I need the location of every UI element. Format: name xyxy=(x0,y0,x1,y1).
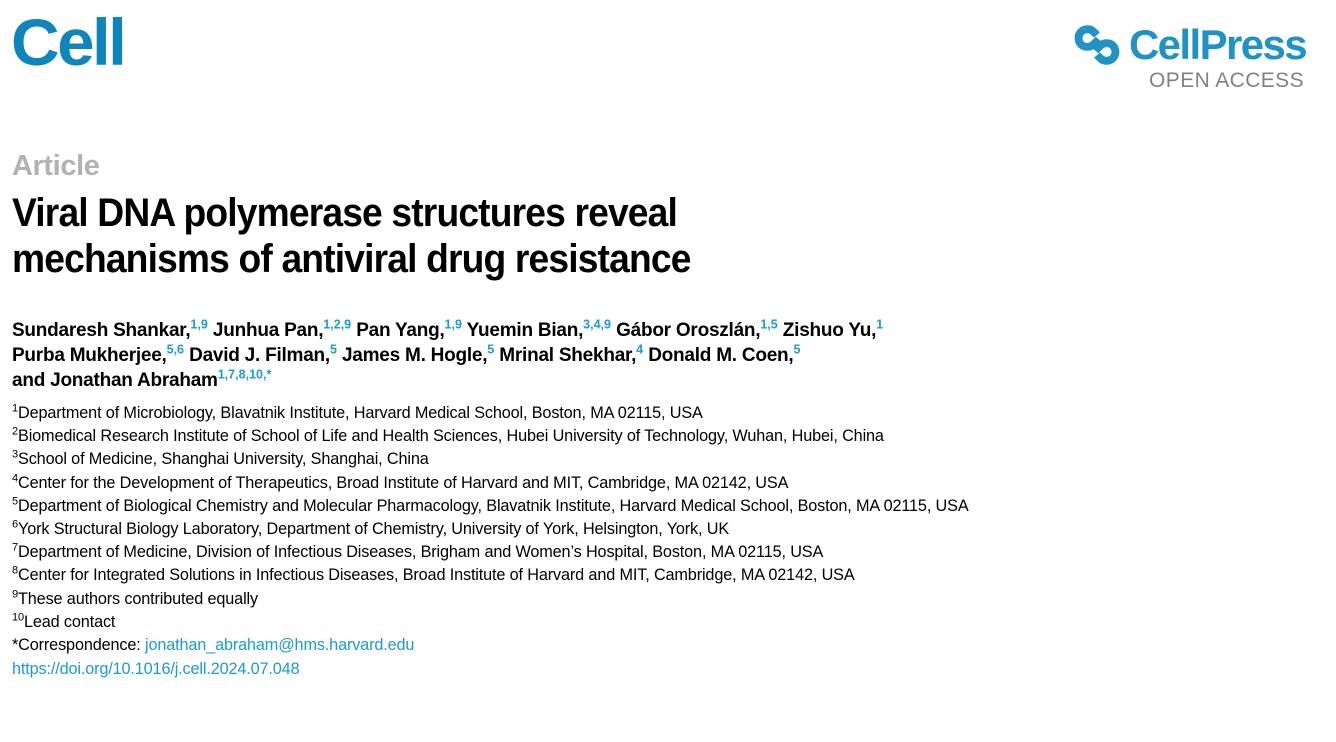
author-name[interactable]: Gábor Oroszlán, xyxy=(611,319,761,341)
affiliation-line: 7Department of Medicine, Division of Inf… xyxy=(12,541,1293,564)
publisher-logo-block[interactable]: CellPress OPEN ACCESS xyxy=(1074,21,1308,93)
author-name[interactable]: Pan Yang, xyxy=(351,319,445,341)
affiliation-text: York Structural Biology Laboratory, Depa… xyxy=(18,520,730,539)
affiliation-line: 8Center for Integrated Solutions in Infe… xyxy=(12,564,1293,587)
affiliation-text: Department of Medicine, Division of Infe… xyxy=(18,543,824,562)
affiliation-text: Center for the Development of Therapeuti… xyxy=(18,473,789,492)
author-name[interactable]: Yuemin Bian, xyxy=(461,319,584,341)
affiliation-marker: 1 xyxy=(12,402,19,415)
affiliation-line: 10Lead contact xyxy=(12,611,1293,634)
author-name[interactable]: James M. Hogle, xyxy=(336,344,488,366)
author-line: Purba Mukherjee,5,6 David J. Filman,5 Ja… xyxy=(12,343,1280,368)
page-title: Viral DNA polymerase structures reveal m… xyxy=(12,191,691,281)
author-name[interactable]: Junhua Pan, xyxy=(207,319,324,341)
affiliation-line: 9These authors contributed equally xyxy=(12,588,1293,611)
open-access-badge: OPEN ACCESS xyxy=(1149,69,1304,92)
author-line: and Jonathan Abraham1,7,8,10,* xyxy=(12,368,1280,393)
affiliation-marker: 9 xyxy=(12,588,19,601)
author-name[interactable]: David J. Filman, xyxy=(184,344,330,366)
author-name[interactable]: Donald M. Coen, xyxy=(643,344,794,366)
author-affiliation-marker[interactable]: 4 xyxy=(636,341,644,357)
affiliation-text: Lead contact xyxy=(24,612,116,631)
publisher-logo-wordmark: CellPress xyxy=(1128,21,1308,68)
author-affiliation-marker[interactable]: 5 xyxy=(329,341,337,357)
author-affiliation-marker[interactable]: 1,7,8,10,* xyxy=(217,366,272,382)
author-affiliation-marker[interactable]: 5 xyxy=(793,341,801,357)
author-affiliation-marker[interactable]: 3,4,9 xyxy=(583,316,612,332)
affiliation-text: Biomedical Research Institute of School … xyxy=(18,427,884,446)
correspondence-email-link[interactable]: jonathan_abraham@hms.harvard.edu xyxy=(145,636,415,655)
correspondence-label: *Correspondence: xyxy=(12,636,146,655)
affiliation-text: These authors contributed equally xyxy=(18,589,258,608)
author-name[interactable]: Mrinal Shekhar, xyxy=(494,344,637,366)
author-name[interactable]: Purba Mukherjee, xyxy=(12,344,167,366)
author-name[interactable]: Sundaresh Shankar, xyxy=(12,319,191,341)
author-name[interactable]: Zishuo Yu, xyxy=(777,319,877,341)
affiliation-line: 3School of Medicine, Shanghai University… xyxy=(12,448,1293,471)
author-affiliation-marker[interactable]: 1,2,9 xyxy=(323,316,352,332)
author-line: Sundaresh Shankar,1,9 Junhua Pan,1,2,9 P… xyxy=(12,318,1280,343)
affiliation-list: 1Department of Microbiology, Blavatnik I… xyxy=(12,402,1293,681)
affiliation-marker: 2 xyxy=(12,425,19,438)
affiliation-line: 6York Structural Biology Laboratory, Dep… xyxy=(12,518,1293,541)
affiliation-marker: 8 xyxy=(12,564,19,577)
affiliation-text: Department of Biological Chemistry and M… xyxy=(18,496,969,515)
doi-link[interactable]: https://doi.org/10.1016/j.cell.2024.07.0… xyxy=(12,660,300,679)
cellpress-logo-row: CellPress xyxy=(1074,21,1308,68)
affiliation-marker: 7 xyxy=(12,541,19,554)
affiliation-line: 2Biomedical Research Institute of School… xyxy=(12,425,1293,448)
author-affiliation-marker[interactable]: 5 xyxy=(487,341,495,357)
affiliation-marker: 3 xyxy=(12,448,19,461)
cellpress-loop-icon xyxy=(1074,25,1120,65)
journal-logo-cell[interactable]: Cell xyxy=(11,5,127,79)
masthead: Cell CellPress OPEN ACCESS xyxy=(0,0,1336,112)
affiliation-text: School of Medicine, Shanghai University,… xyxy=(18,450,429,469)
affiliation-line: 4Center for the Development of Therapeut… xyxy=(12,472,1293,495)
author-name[interactable]: and Jonathan Abraham xyxy=(12,369,218,391)
affiliation-marker: 4 xyxy=(12,472,19,485)
correspondence-line: *Correspondence: jonathan_abraham@hms.ha… xyxy=(12,634,1293,657)
article-type-label: Article xyxy=(12,150,100,182)
affiliation-text: Department of Microbiology, Blavatnik In… xyxy=(18,404,703,422)
affiliation-marker: 6 xyxy=(12,518,19,531)
affiliation-text: Center for Integrated Solutions in Infec… xyxy=(18,566,855,585)
author-affiliation-marker[interactable]: 1,9 xyxy=(444,316,462,332)
author-affiliation-marker[interactable]: 1,9 xyxy=(190,316,208,332)
affiliation-marker: 10 xyxy=(12,611,25,624)
author-affiliation-marker[interactable]: 1,5 xyxy=(760,316,778,332)
article-header: Article Viral DNA polymerase structures … xyxy=(12,150,1312,681)
affiliation-line: 1Department of Microbiology, Blavatnik I… xyxy=(12,402,1293,425)
author-list: Sundaresh Shankar,1,9 Junhua Pan,1,2,9 P… xyxy=(12,318,1280,393)
affiliation-marker: 5 xyxy=(12,495,19,508)
author-affiliation-marker[interactable]: 5,6 xyxy=(166,341,185,357)
affiliation-line: 5Department of Biological Chemistry and … xyxy=(12,495,1293,518)
author-affiliation-marker[interactable]: 1 xyxy=(876,316,884,332)
